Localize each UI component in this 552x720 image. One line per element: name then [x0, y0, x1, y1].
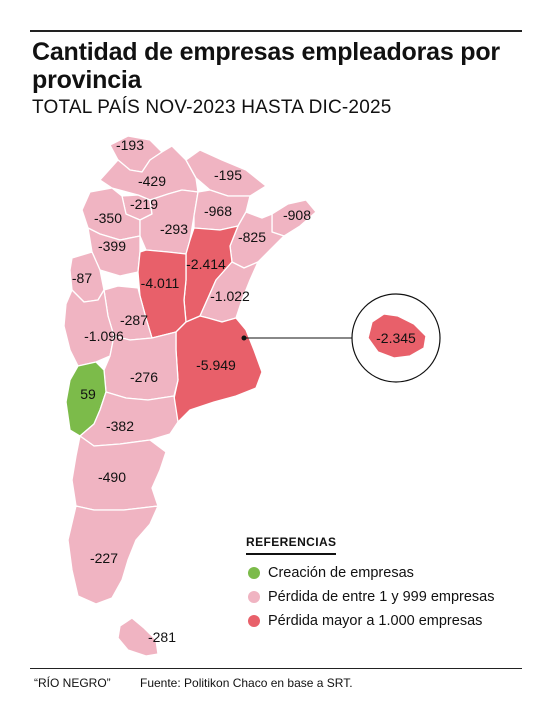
footer-source: Fuente: Politikon Chaco en base a SRT. [140, 676, 353, 690]
label-misiones: -908 [283, 207, 311, 223]
province-formosa[interactable] [185, 149, 267, 197]
province-tierra-del-fuego[interactable] [117, 617, 159, 657]
legend-item-creation: Creación de empresas [248, 565, 414, 581]
legend-item-loss-large: Pérdida mayor a 1.000 empresas [248, 613, 482, 629]
label-formosa: -195 [214, 167, 242, 183]
label-cordoba: -4.011 [141, 275, 180, 291]
label-chubut: -490 [98, 469, 126, 485]
label-salta: -429 [138, 173, 166, 189]
label-corrientes: -825 [238, 229, 266, 245]
label-caba: -2.345 [376, 330, 416, 346]
label-jujuy: -193 [116, 137, 144, 153]
top-rule [30, 30, 522, 32]
label-santiago-del-estero: -293 [160, 221, 188, 237]
label-tucuman: -219 [130, 196, 158, 212]
legend-label-loss-small: Pérdida de entre 1 y 999 empresas [268, 589, 495, 605]
legend-heading: REFERENCIAS [246, 535, 337, 555]
province-santa-cruz[interactable] [67, 505, 159, 605]
footer-credit: “RÍO NEGRO” [34, 676, 111, 690]
label-la-pampa: -276 [130, 369, 158, 385]
province-entre-rios[interactable] [199, 261, 259, 323]
label-tierra-del-fuego: -281 [148, 629, 176, 645]
label-catamarca: -350 [94, 210, 122, 226]
legend-swatch-loss-small [248, 591, 260, 603]
legend-item-loss-small: Pérdida de entre 1 y 999 empresas [248, 589, 495, 605]
label-entre-rios: -1.022 [210, 288, 250, 304]
bottom-rule [30, 668, 522, 669]
map-title: Cantidad de empresas empleadoras por pro… [32, 38, 500, 94]
label-neuquen: 59 [80, 386, 96, 402]
label-santa-fe: -2.414 [186, 256, 226, 272]
legend-label-creation: Creación de empresas [268, 565, 414, 581]
label-rio-negro: -382 [106, 418, 134, 434]
label-la-rioja: -399 [98, 238, 126, 254]
label-san-juan: -87 [72, 270, 92, 286]
legend-swatch-creation [248, 567, 260, 579]
caba-leader-dot [241, 335, 247, 341]
province-chubut[interactable] [71, 435, 167, 511]
map-subtitle: TOTAL PAÍS NOV-2023 HASTA DIC-2025 [32, 97, 392, 118]
label-santa-cruz: -227 [90, 550, 118, 566]
label-chaco: -968 [204, 203, 232, 219]
label-mendoza: -1.096 [84, 328, 124, 344]
legend-label-loss-large: Pérdida mayor a 1.000 empresas [268, 613, 483, 629]
province-caba[interactable] [367, 313, 427, 359]
legend-swatch-loss-large [248, 615, 260, 627]
label-san-luis: -287 [120, 312, 148, 328]
label-buenos-aires: -5.949 [196, 357, 236, 373]
